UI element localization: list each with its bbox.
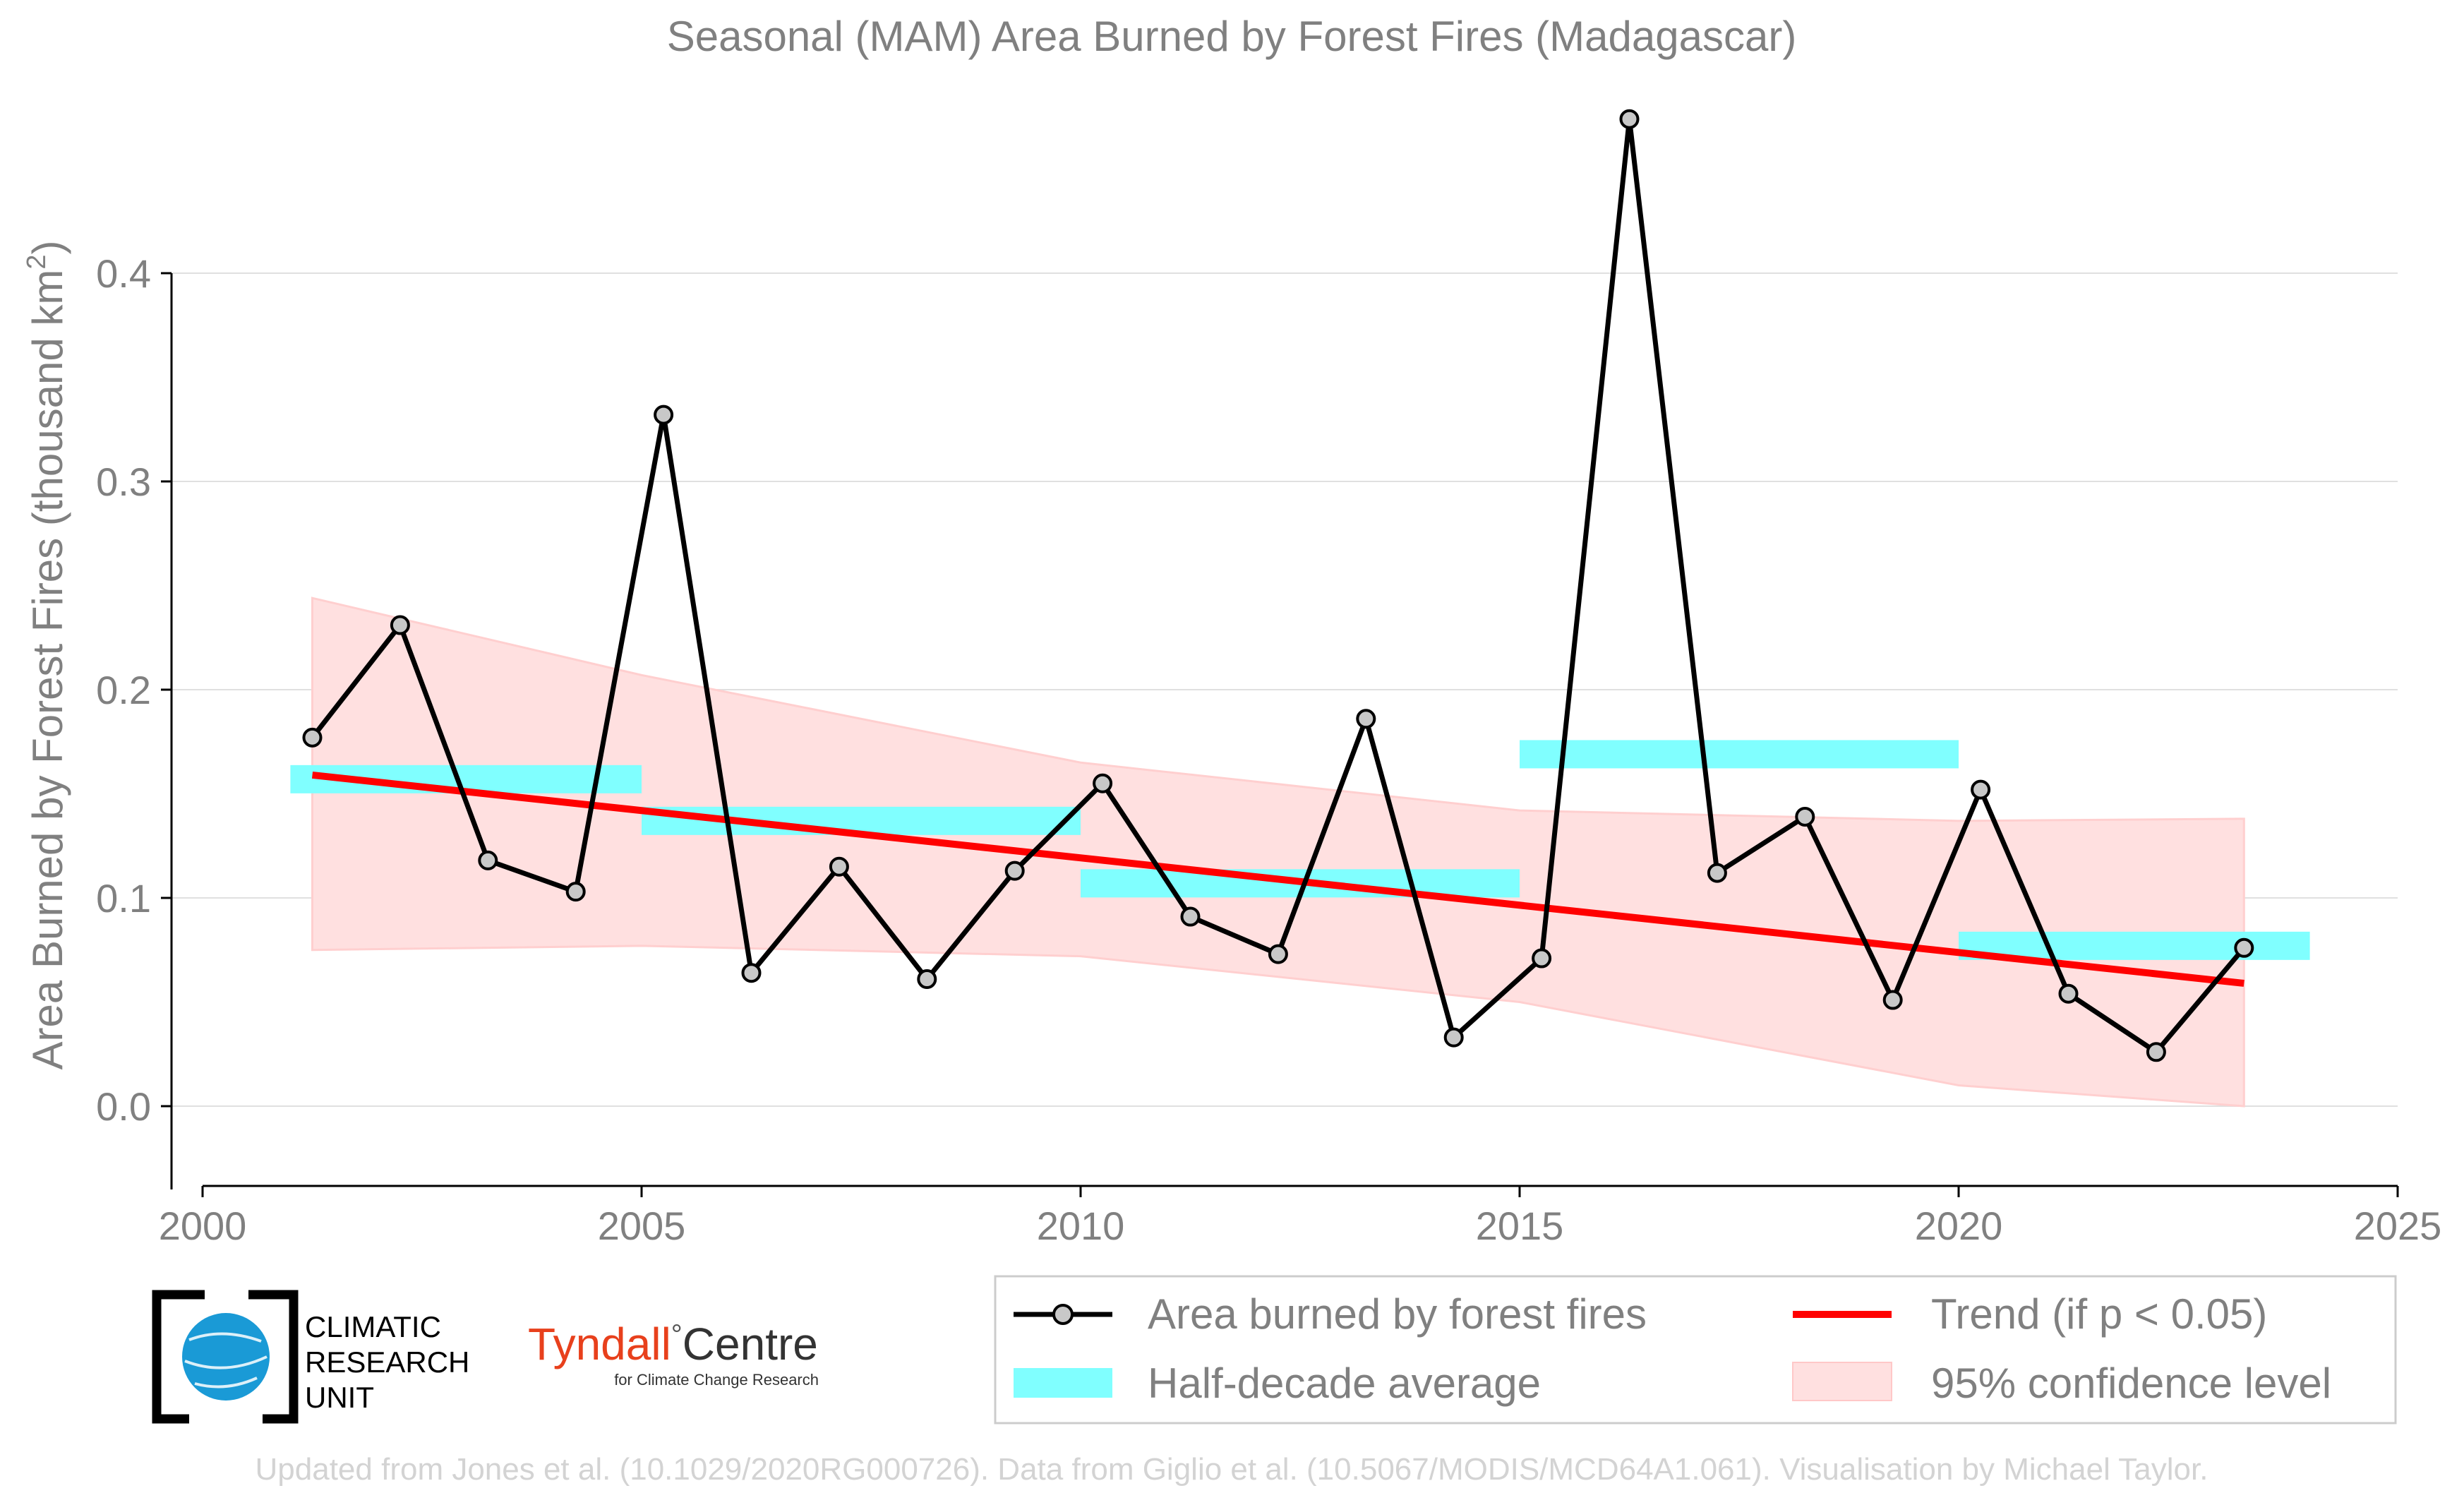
tyndall-logo-centre: Centre bbox=[683, 1319, 818, 1369]
confidence-band bbox=[311, 596, 2245, 1108]
credit-line: Updated from Jones et al. (10.1029/2020R… bbox=[256, 1452, 2208, 1487]
chart-title: Seasonal (MAM) Area Burned by Forest Fir… bbox=[667, 13, 1797, 60]
legend: Area burned by forest fires Half-decade … bbox=[994, 1275, 2397, 1425]
half-decade-bar bbox=[1520, 740, 1959, 769]
y-tick-label: 0.4 bbox=[96, 251, 151, 296]
legend-swatch-confidence bbox=[1792, 1362, 1892, 1401]
trend-line-path bbox=[311, 771, 2244, 987]
cru-logo-line1: CLIMATIC bbox=[305, 1310, 441, 1343]
data-point bbox=[1882, 990, 1903, 1010]
half-decade-averages bbox=[290, 740, 2310, 960]
tyndall-logo-subtitle: for Climate Change Research bbox=[614, 1371, 819, 1389]
legend-label-half-decade: Half-decade average bbox=[1148, 1360, 1541, 1407]
y-tick-label: 0.1 bbox=[96, 876, 151, 921]
x-tick-label: 2000 bbox=[159, 1204, 247, 1248]
trend-line bbox=[311, 771, 2244, 987]
data-point bbox=[1268, 944, 1288, 964]
data-point bbox=[1619, 109, 1640, 129]
legend-label-trend: Trend (if p < 0.05) bbox=[1931, 1290, 2267, 1338]
data-point bbox=[741, 963, 762, 983]
data-point bbox=[2058, 983, 2079, 1004]
y-tick-label: 0.3 bbox=[96, 460, 151, 504]
cru-logo-bracket-right bbox=[248, 1290, 299, 1424]
legend-swatch-half-decade bbox=[1014, 1368, 1112, 1398]
y-tick-label: 0.2 bbox=[96, 668, 151, 712]
x-tick-label: 2020 bbox=[1915, 1204, 2003, 1248]
data-point bbox=[1356, 709, 1376, 729]
data-point bbox=[478, 850, 498, 870]
legend-label-confidence: 95% confidence level bbox=[1931, 1360, 2331, 1407]
data-point bbox=[917, 969, 937, 990]
cru-logo-line3: UNIT bbox=[305, 1381, 374, 1414]
data-point bbox=[302, 727, 323, 748]
legend-frame bbox=[994, 1275, 2397, 1425]
tyndall-logo-name: Tyndall bbox=[528, 1319, 671, 1369]
data-point bbox=[1443, 1027, 1464, 1048]
data-point bbox=[1532, 948, 1552, 969]
tyndall-logo: Tyndall°Centre for Climate Change Resear… bbox=[528, 1319, 819, 1389]
y-tick-label: 0.0 bbox=[96, 1084, 151, 1129]
data-point bbox=[1093, 773, 1113, 793]
data-point bbox=[1971, 779, 1991, 800]
y-axis-label: Area Burned by Forest Fires (thousand km… bbox=[22, 241, 71, 1070]
y-axis-label-text: Area Burned by Forest Fires (thousand km bbox=[24, 270, 71, 1070]
cru-logo-line2: RESEARCH bbox=[305, 1345, 469, 1379]
y-axis-label-superscript: 2 bbox=[22, 255, 52, 270]
x-tick-label: 2015 bbox=[1476, 1204, 1564, 1248]
data-point bbox=[654, 404, 674, 425]
data-point bbox=[2146, 1042, 2166, 1062]
data-point bbox=[1180, 906, 1201, 927]
svg-text:Area Burned by Forest Fires (t: Area Burned by Forest Fires (thousand km… bbox=[22, 241, 71, 1070]
y-axis-label-end: ) bbox=[24, 241, 71, 255]
data-point bbox=[565, 882, 586, 902]
confidence-area bbox=[311, 596, 2245, 1108]
y-axis: 0.0 0.1 0.2 0.3 0.4 bbox=[96, 251, 173, 1189]
data-point bbox=[1795, 806, 1815, 827]
svg-text:Tyndall°Centre: Tyndall°Centre bbox=[528, 1319, 818, 1369]
data-point bbox=[2234, 937, 2254, 958]
data-point bbox=[1004, 861, 1025, 881]
cru-logo-bracket-left bbox=[152, 1290, 205, 1424]
data-point bbox=[390, 615, 410, 635]
data-point bbox=[1707, 863, 1727, 883]
series-area-burned bbox=[302, 109, 2254, 1062]
legend-label-area-burned: Area burned by forest fires bbox=[1148, 1290, 1647, 1338]
cru-logo: CLIMATIC RESEARCH UNIT bbox=[152, 1290, 469, 1424]
x-axis: 2000 2005 2010 2015 2020 2025 bbox=[159, 1185, 2442, 1248]
data-point bbox=[829, 856, 849, 877]
tyndall-logo-degree-icon: ° bbox=[671, 1319, 683, 1350]
x-tick-label: 2010 bbox=[1037, 1204, 1125, 1248]
x-tick-label: 2005 bbox=[598, 1204, 686, 1248]
legend-swatch-area-burned-marker bbox=[1052, 1304, 1074, 1325]
x-tick-label: 2025 bbox=[2354, 1204, 2442, 1248]
